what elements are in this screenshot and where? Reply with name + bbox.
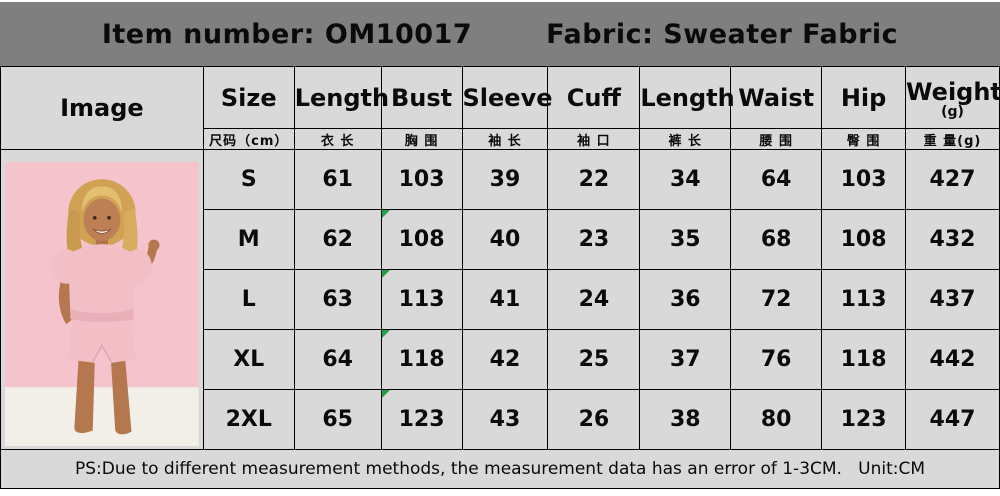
size-chart-table: Image Size Length Bust Sleeve Cuff Lengt… xyxy=(0,66,1000,489)
excel-error-flag-icon xyxy=(381,330,390,338)
excel-error-flag-icon xyxy=(381,210,390,218)
header-row-chinese: 尺码（cm） 衣 长 胸 围 袖 长 袖 口 裤 长 腰 围 臀 围 重 量(g… xyxy=(1,128,1000,150)
title-bar: Item number: OM10017 Fabric: Sweater Fab… xyxy=(0,2,1000,66)
value-cell: 34 xyxy=(639,149,732,210)
col-subheader-pants-length: 裤 长 xyxy=(639,128,732,150)
model-photo xyxy=(5,162,199,446)
value-cell: 39 xyxy=(461,149,549,210)
size-row-s: S 61 103 39 22 34 64 103 427 xyxy=(0,149,1000,450)
size-row-m: M 62 108 40 23 35 68 108 432 xyxy=(1,209,1000,270)
value-cell: 63 xyxy=(293,269,382,330)
value-cell: 123 xyxy=(380,389,463,450)
value-cell: 447 xyxy=(905,389,1000,450)
value-cell: 103 xyxy=(380,149,463,210)
header-row-english: Image Size Length Bust Sleeve Cuff Lengt… xyxy=(0,66,1000,150)
item-number-text: Item number: OM10017 xyxy=(101,18,473,50)
value-cell: 40 xyxy=(461,209,549,270)
value-text: 113 xyxy=(398,287,445,312)
fabric-text: Fabric: Sweater Fabric xyxy=(546,18,899,50)
col-header-waist: Waist xyxy=(730,66,823,129)
col-header-bust: Bust xyxy=(380,66,463,129)
value-cell: 118 xyxy=(380,329,463,390)
value-cell: 25 xyxy=(547,329,641,390)
col-subheader-waist: 腰 围 xyxy=(730,128,823,150)
col-header-hip: Hip xyxy=(821,66,907,129)
model-photo-illustration xyxy=(5,162,199,446)
footer-row: PS:Due to different measurement methods,… xyxy=(0,449,1000,489)
excel-error-flag-icon xyxy=(381,270,390,278)
value-cell: 68 xyxy=(730,209,823,270)
col-header-weight: Weight (g) xyxy=(905,66,1000,129)
value-cell: 80 xyxy=(730,389,823,450)
measurement-note: PS:Due to different measurement methods,… xyxy=(0,449,1000,489)
size-cell: 2XL xyxy=(202,389,295,450)
size-row-2xl: 2XL 65 123 43 26 38 80 123 447 xyxy=(1,389,1000,450)
value-cell: 35 xyxy=(639,209,732,270)
value-text: 123 xyxy=(398,407,445,432)
value-text: 108 xyxy=(398,227,445,252)
value-cell: 437 xyxy=(905,269,1000,330)
image-column-header: Image xyxy=(0,66,204,150)
col-subheader-size: 尺码（cm） xyxy=(202,128,295,150)
col-header-size: Size xyxy=(202,66,295,129)
col-subheader-hip: 臀 围 xyxy=(821,128,907,150)
value-cell: 22 xyxy=(547,149,641,210)
size-row-xl: XL 64 118 42 25 37 76 118 442 xyxy=(1,329,1000,390)
value-cell: 62 xyxy=(293,209,382,270)
size-cell: S xyxy=(202,149,295,210)
weight-unit-label: (g) xyxy=(941,103,964,120)
value-cell: 43 xyxy=(461,389,549,450)
value-cell: 432 xyxy=(905,209,1000,270)
col-header-cuff: Cuff xyxy=(547,66,641,129)
col-header-pants-length: Length xyxy=(639,66,735,129)
value-cell: 123 xyxy=(821,389,907,450)
size-cell: M xyxy=(202,209,295,270)
value-cell: 37 xyxy=(639,329,732,390)
col-subheader-cuff: 袖 口 xyxy=(547,128,641,150)
value-cell: 76 xyxy=(730,329,823,390)
value-cell: 64 xyxy=(293,329,382,390)
value-cell: 118 xyxy=(821,329,907,390)
value-cell: 61 xyxy=(293,149,382,210)
value-cell: 38 xyxy=(639,389,732,450)
value-cell: 23 xyxy=(547,209,641,270)
value-cell: 36 xyxy=(639,269,732,330)
col-header-sleeve: Sleeve xyxy=(461,66,553,129)
value-cell: 41 xyxy=(461,269,549,330)
col-subheader-length: 衣 长 xyxy=(293,128,382,150)
value-cell: 113 xyxy=(380,269,463,330)
value-cell: 64 xyxy=(730,149,823,210)
product-photo-cell xyxy=(0,149,204,450)
value-cell: 442 xyxy=(905,329,1000,390)
value-cell: 103 xyxy=(821,149,907,210)
value-cell: 108 xyxy=(380,209,463,270)
value-cell: 72 xyxy=(730,269,823,330)
value-cell: 108 xyxy=(821,209,907,270)
col-subheader-bust: 胸 围 xyxy=(380,128,463,150)
col-subheader-sleeve: 袖 长 xyxy=(461,128,549,150)
col-header-length: Length xyxy=(293,66,389,129)
value-cell: 65 xyxy=(293,389,382,450)
size-cell: XL xyxy=(202,329,295,390)
value-cell: 113 xyxy=(821,269,907,330)
value-cell: 26 xyxy=(547,389,641,450)
weight-label: Weight xyxy=(906,77,1000,106)
value-cell: 24 xyxy=(547,269,641,330)
value-cell: 42 xyxy=(461,329,549,390)
size-row-l: L 63 113 41 24 36 72 113 437 xyxy=(1,269,1000,330)
value-text: 118 xyxy=(398,347,445,372)
excel-error-flag-icon xyxy=(381,390,390,398)
value-cell: 427 xyxy=(905,149,1000,210)
size-cell: L xyxy=(202,269,295,330)
col-subheader-weight: 重 量(g) xyxy=(905,128,1000,150)
